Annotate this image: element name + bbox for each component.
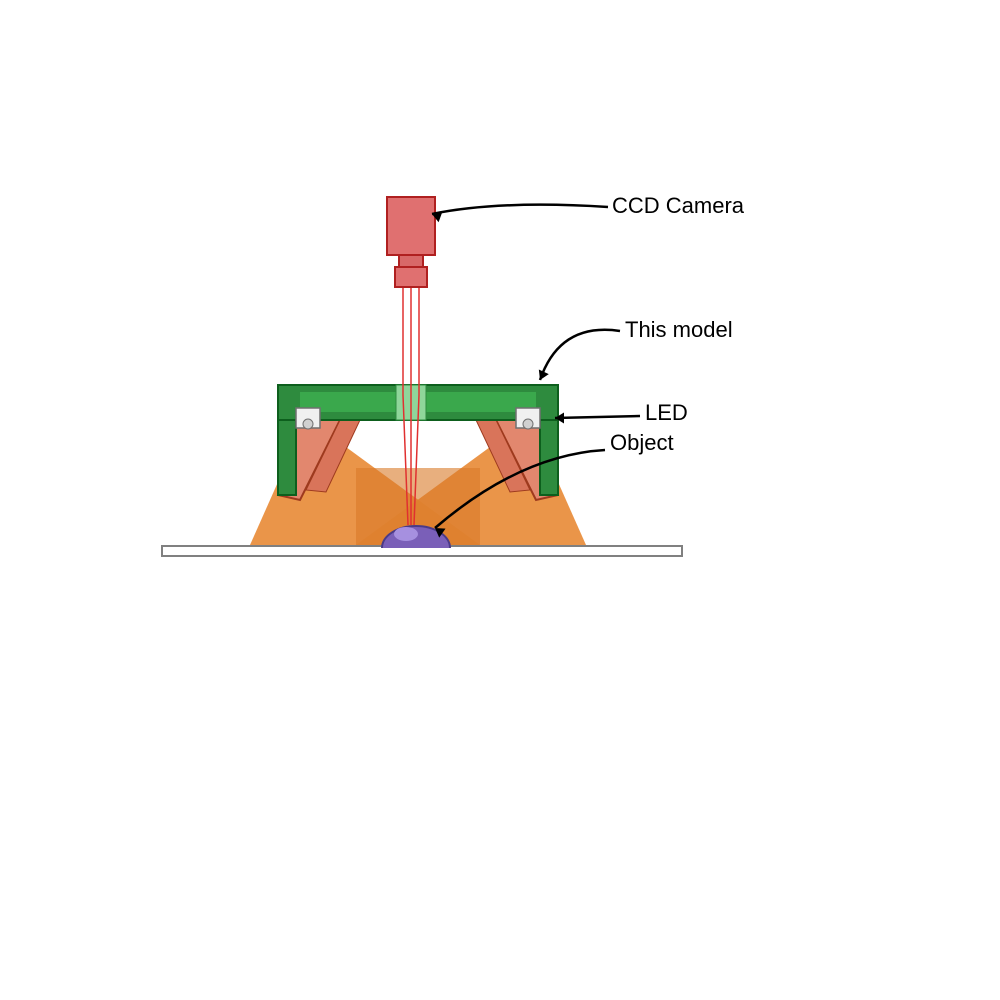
- label-model: This model: [625, 317, 733, 342]
- camera-body: [387, 197, 435, 255]
- label-led: LED: [645, 400, 688, 425]
- label-camera: CCD Camera: [612, 193, 745, 218]
- arrow-model: [539, 330, 620, 380]
- arrow-camera: [432, 205, 608, 223]
- label-object: Object: [610, 430, 674, 455]
- ccd-camera: [387, 197, 435, 287]
- camera-lens: [395, 267, 427, 287]
- housing-side-left: [278, 420, 296, 495]
- arrow-led: [555, 413, 640, 424]
- led-left: [296, 408, 320, 429]
- diagram-canvas: CCD Camera This model LED Object: [0, 0, 1000, 1000]
- camera-neck: [399, 255, 423, 267]
- led-right: [516, 408, 540, 429]
